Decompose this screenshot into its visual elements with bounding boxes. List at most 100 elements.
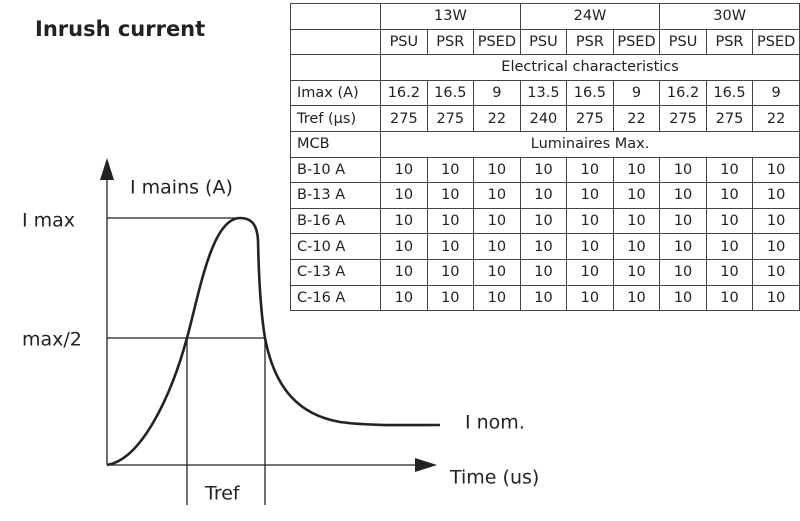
characteristic-row: Tref (µs) 275 275 22 240 275 22 275 275 22 [289,105,800,132]
value-cell: 10 [612,207,661,235]
value-cell: 10 [705,156,754,184]
power-header: 24W [519,3,661,30]
value-cell: 10 [426,207,475,235]
value-cell: 275 [705,105,754,132]
value-cell: 10 [566,156,614,184]
type-header: PSR [426,28,475,56]
value-cell: 10 [752,284,800,312]
value-cell: 10 [752,233,800,260]
value-cell: 275 [659,105,707,132]
mcb-row: B-16 A 10 10 10 10 10 10 10 10 10 [289,207,800,235]
value-cell: 10 [566,284,614,312]
value-cell: 22 [752,105,800,132]
type-row: PSU PSR PSED PSU PSR PSED PSU PSR PSED [289,28,800,56]
value-cell: 10 [473,258,521,286]
section-header: Electrical characteristics [380,54,800,81]
type-header: PSR [705,28,754,56]
row-label: Imax (A) [289,79,382,107]
empty-cell [289,3,382,30]
value-cell: 10 [519,233,568,260]
spec-table: 13W 24W 30W PSU PSR PSED PSU PSR PSED PSU PSR PSED E… [289,3,800,312]
value-cell: 16.5 [566,79,614,107]
value-cell: 9 [612,79,661,107]
row-label: C-16 A [289,284,382,312]
value-cell: 10 [473,233,521,260]
value-cell: 10 [566,182,614,209]
value-cell: 275 [566,105,614,132]
power-header: 13W [380,3,521,30]
section-header: Luminaires Max. [380,130,800,158]
type-header: PSED [752,28,800,56]
value-cell: 10 [473,156,521,184]
section-row: Electrical characteristics [289,54,800,81]
mcb-row: C-10 A 10 10 10 10 10 10 10 10 10 [289,233,800,260]
y-axis-label: I mains (A) [130,177,233,199]
value-cell: 9 [752,79,800,107]
value-cell: 10 [566,207,614,235]
type-header: PSU [659,28,707,56]
type-header: PSED [473,28,521,56]
value-cell: 10 [705,284,754,312]
row-label: B-16 A [289,207,382,235]
value-cell: 10 [519,182,568,209]
value-cell: 16.2 [380,79,428,107]
value-cell: 10 [752,258,800,286]
value-cell: 10 [473,207,521,235]
characteristic-row: Imax (A) 16.2 16.5 9 13.5 16.5 9 16.2 16.5 9 [289,79,800,107]
value-cell: 10 [612,284,661,312]
value-cell: 10 [426,182,475,209]
section-row: MCB Luminaires Max. [289,130,800,158]
value-cell: 240 [519,105,568,132]
value-cell: 10 [426,284,475,312]
value-cell: 10 [519,284,568,312]
value-cell: 10 [659,156,707,184]
value-cell: 10 [612,233,661,260]
value-cell: 10 [380,182,428,209]
x-axis-label: Time (us) [449,467,539,489]
value-cell: 10 [659,258,707,286]
type-header: PSU [519,28,568,56]
imax-label: I max [22,210,75,232]
value-cell: 10 [752,182,800,209]
value-cell: 10 [705,233,754,260]
value-cell: 10 [380,258,428,286]
power-header: 30W [659,3,800,30]
value-cell: 10 [566,233,614,260]
value-cell: 10 [426,233,475,260]
value-cell: 10 [752,207,800,235]
value-cell: 10 [426,156,475,184]
tref-label: Tref [204,483,241,505]
value-cell: 10 [566,258,614,286]
value-cell: 10 [380,207,428,235]
mcb-row: C-13 A 10 10 10 10 10 10 10 10 10 [289,258,800,286]
power-row: 13W 24W 30W [289,3,800,30]
mcb-row: B-13 A 10 10 10 10 10 10 10 10 10 [289,182,800,209]
value-cell: 10 [473,182,521,209]
value-cell: 22 [612,105,661,132]
value-cell: 10 [659,233,707,260]
inrush-curve [106,216,441,467]
row-label: C-10 A [289,233,382,260]
row-label: C-13 A [289,258,382,286]
mcb-row: C-16 A 10 10 10 10 10 10 10 10 10 [289,284,800,312]
empty-cell [289,28,382,56]
value-cell: 10 [705,182,754,209]
value-cell: 16.2 [659,79,707,107]
value-cell: 22 [473,105,521,132]
value-cell: 275 [380,105,428,132]
value-cell: 10 [659,182,707,209]
value-cell: 10 [705,207,754,235]
value-cell: 13.5 [519,79,568,107]
value-cell: 16.5 [705,79,754,107]
y-arrow [100,158,114,180]
value-cell: 10 [659,207,707,235]
row-label: B-13 A [289,182,382,209]
value-cell: 10 [380,156,428,184]
value-cell: 10 [519,207,568,235]
value-cell: 10 [612,182,661,209]
row-label: Tref (µs) [289,105,382,132]
value-cell: 275 [426,105,475,132]
value-cell: 10 [519,156,568,184]
